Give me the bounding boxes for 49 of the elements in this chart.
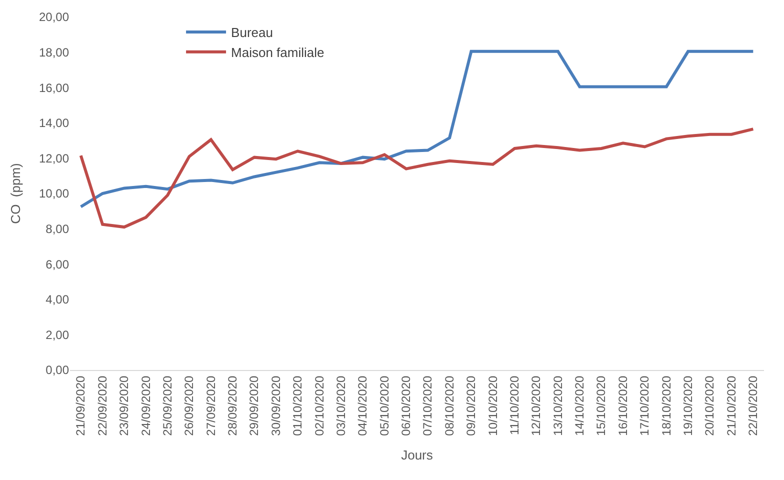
y-tick-label: 16,00 (38, 80, 70, 95)
x-tick-label: 01/10/2020 (290, 375, 305, 436)
legend-label: Bureau (231, 25, 273, 40)
x-tick-label: 18/10/2020 (659, 375, 674, 436)
x-tick-label: 06/10/2020 (399, 375, 414, 436)
x-tick-label: 20/10/2020 (702, 375, 717, 436)
x-axis-title: Jours (401, 447, 434, 462)
x-tick-label: 27/09/2020 (204, 375, 218, 436)
y-tick-label: 4,00 (46, 292, 70, 307)
x-tick-label: 11/10/2020 (507, 375, 522, 435)
x-tick-label: 29/09/2020 (247, 375, 262, 436)
x-tick-label: 25/09/2020 (160, 375, 174, 436)
y-tick-label: 10,00 (38, 186, 70, 201)
x-tick-label: 28/09/2020 (226, 375, 240, 436)
x-tick-label: 21/10/2020 (724, 375, 738, 436)
y-tick-label: 8,00 (46, 222, 70, 236)
y-tick-label: 14,00 (38, 116, 70, 130)
x-tick-label: 17/10/2020 (638, 375, 652, 436)
x-tick-label: 09/10/2020 (464, 375, 478, 436)
y-tick-label: 12,00 (38, 151, 70, 166)
x-tick-label: 22/10/2020 (746, 375, 760, 436)
line-series (79, 50, 755, 208)
x-tick-label: 03/10/2020 (334, 375, 348, 436)
x-tick-label: 21/09/2020 (74, 375, 88, 436)
x-tick-label: 14/10/2020 (572, 375, 587, 436)
line-series (79, 128, 755, 229)
x-tick-label: 12/10/2020 (529, 375, 544, 436)
y-tick-label: 18,00 (38, 46, 70, 60)
x-tick-label: 13/10/2020 (550, 375, 565, 436)
x-tick-label: 16/10/2020 (616, 375, 630, 436)
x-tick-label: 22/09/2020 (95, 375, 110, 436)
x-tick-label: 26/09/2020 (182, 375, 196, 436)
x-tick-label: 05/10/2020 (377, 375, 392, 436)
x-tick-label: 15/10/2020 (594, 375, 608, 436)
x-tick-label: 19/10/2020 (680, 375, 695, 436)
x-tick-label: 10/10/2020 (486, 375, 500, 436)
x-tick-label: 07/10/2020 (420, 375, 435, 436)
x-tick-label: 23/09/2020 (117, 375, 132, 436)
y-axis-title: CO (ppm) (8, 163, 23, 224)
y-tick-label: 0,00 (46, 363, 70, 378)
x-tick-label: 30/09/2020 (268, 375, 283, 436)
legend-label: Maison familiale (231, 44, 324, 60)
x-tick-label: 08/10/2020 (442, 375, 456, 436)
y-tick-label: 20,00 (38, 10, 70, 24)
x-tick-label: 04/10/2020 (356, 375, 370, 436)
y-tick-label: 2,00 (46, 328, 70, 342)
x-tick-label: 24/09/2020 (138, 375, 153, 436)
x-tick-label: 02/10/2020 (312, 375, 326, 436)
y-tick-label: 6,00 (46, 257, 70, 272)
